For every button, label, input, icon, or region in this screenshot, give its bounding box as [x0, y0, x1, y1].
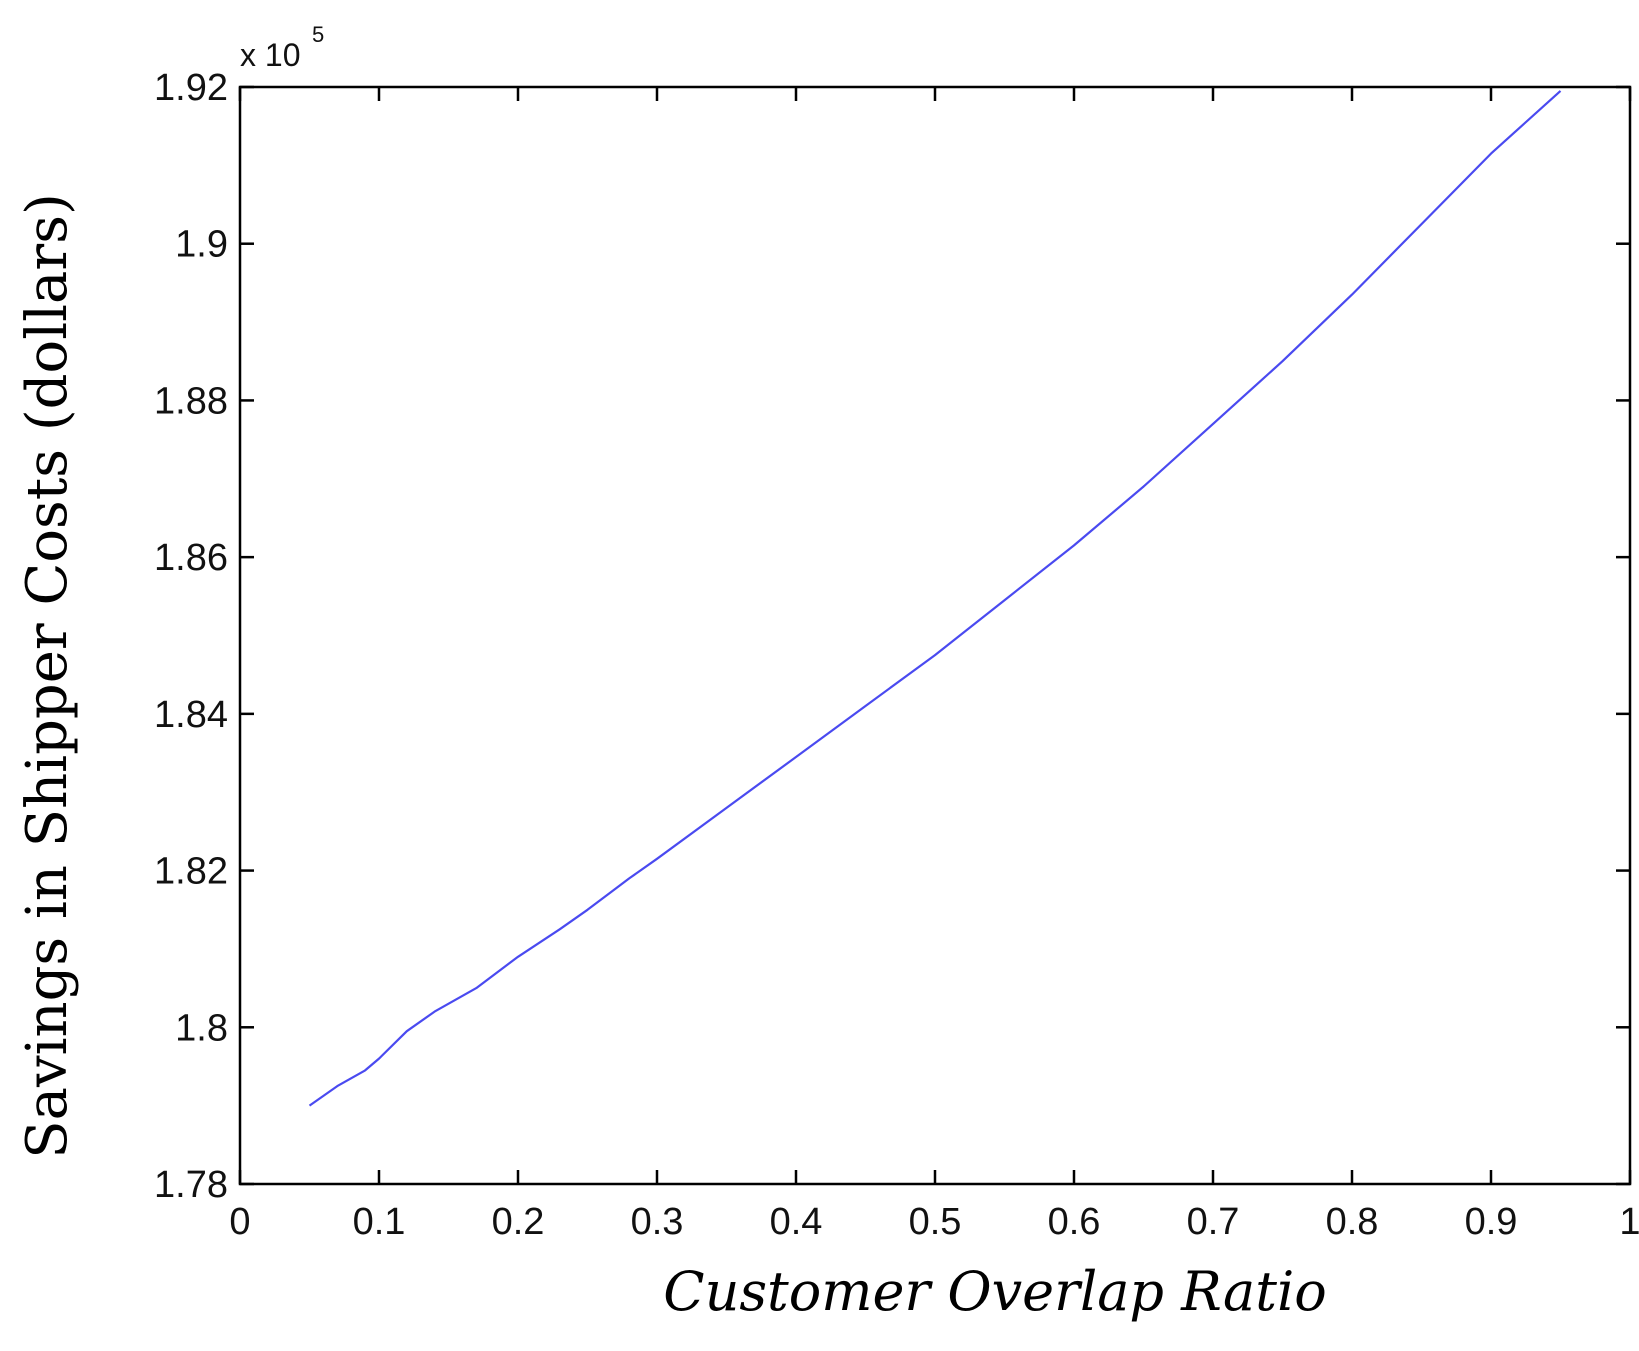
y-multiplier-exponent: 5 — [312, 22, 324, 47]
x-tick-label: 0.3 — [631, 1201, 684, 1243]
x-tick-label: 0.6 — [1048, 1201, 1101, 1243]
y-tick-label: 1.84 — [154, 694, 228, 736]
y-tick-label: 1.86 — [154, 537, 228, 579]
x-tick-label: 0.7 — [1187, 1201, 1240, 1243]
y-tick-label: 1.92 — [154, 67, 228, 109]
y-tick-label: 1.88 — [154, 380, 228, 422]
y-tick-label: 1.8 — [175, 1007, 228, 1049]
y-tick-label: 1.9 — [175, 224, 228, 266]
y-tick-label: 1.78 — [154, 1164, 228, 1206]
x-tick-label: 0.9 — [1465, 1201, 1518, 1243]
x-tick-label: 0.1 — [353, 1201, 406, 1243]
x-tick-label: 0.2 — [492, 1201, 545, 1243]
y-tick-label: 1.82 — [154, 851, 228, 893]
x-axis: 0 0.1 0.2 0.3 0.4 0.5 0.6 0.7 0.8 0.9 1 — [229, 87, 1639, 1243]
plot-area — [238, 85, 1632, 1186]
x-tick-label: 0.8 — [1326, 1201, 1379, 1243]
x-tick-label: 0 — [229, 1201, 250, 1243]
y-axis: 1.78 1.8 1.82 1.84 1.86 1.88 1.9 1.92 — [154, 67, 1630, 1206]
series-line-0 — [308, 90, 1562, 1107]
x-tick-label: 0.5 — [909, 1201, 962, 1243]
series-layer — [308, 90, 1562, 1107]
y-multiplier-base: x 10 — [240, 37, 300, 73]
x-axis-label: Customer Overlap Ratio — [663, 1260, 1326, 1323]
x-tick-label: 1 — [1619, 1201, 1639, 1243]
x-tick-label: 0.4 — [770, 1201, 823, 1243]
y-axis-label: Savings in Shipper Costs (dollars) — [15, 193, 80, 1159]
